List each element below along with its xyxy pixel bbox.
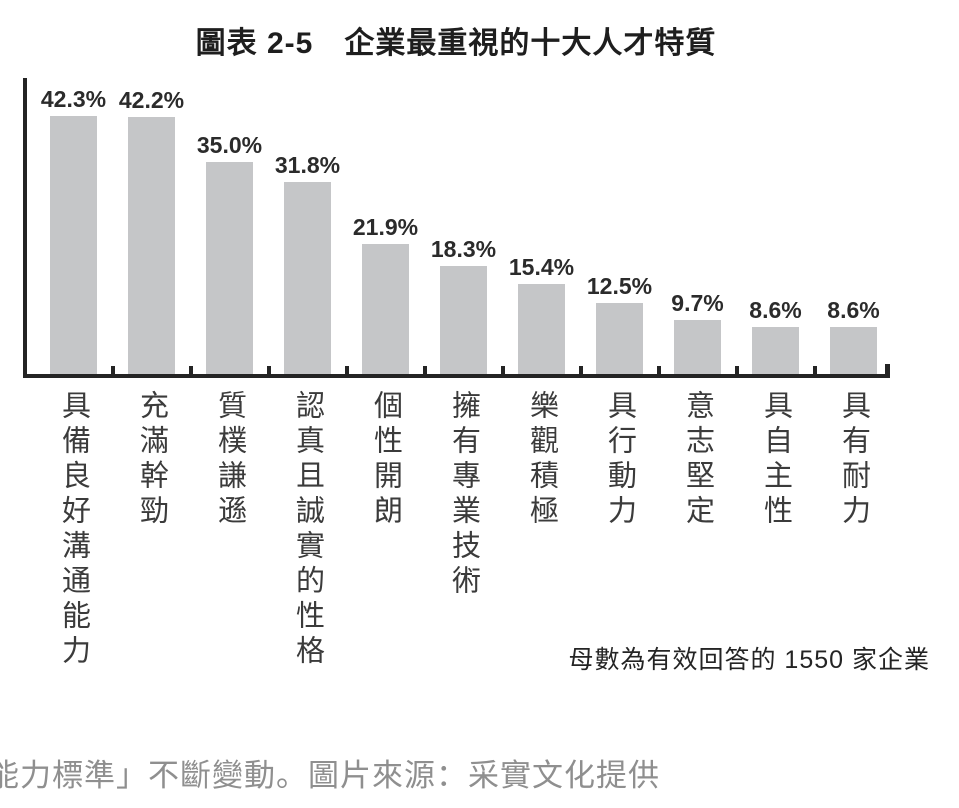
bar-category-label: 意志堅定 [681,390,714,530]
x-axis-tick [266,366,271,374]
bar-category-label: 個性開朗 [369,390,402,530]
bar [752,327,799,374]
bar-category-label: 具備良好溝通能力 [57,390,90,670]
bar-value-label: 18.3% [430,236,497,262]
chart-title: 圖表 2-5 企業最重視的十大人才特質 [195,27,717,60]
x-axis-tick [110,366,115,374]
y-axis-line [23,78,27,377]
bar-value-label: 42.2% [118,87,185,113]
x-axis-tick [500,366,505,374]
bar [518,284,565,374]
bar [674,320,721,374]
x-axis-tick [422,366,427,374]
bar [128,117,175,374]
bar [596,303,643,374]
x-axis-line [23,374,890,378]
bar-category-label: 充滿幹勁 [135,390,168,530]
x-axis-tick [812,366,817,374]
bar-category-label: 具自主性 [759,390,792,530]
bar [284,182,331,374]
bar-value-label: 21.9% [352,214,419,240]
bar-category-label: 擁有專業技術 [447,390,480,600]
bar-category-label: 質樸謙遜 [213,390,246,530]
sample-size-note: 母數為有效回答的 1550 家企業 [568,646,930,674]
x-axis-tick [188,366,193,374]
x-axis-tick [656,366,661,374]
bar-category-label: 認真且誠實的性格 [291,390,324,670]
bar [50,116,97,374]
bar-value-label: 8.6% [749,297,802,323]
bar-value-label: 35.0% [196,132,263,158]
bar-chart: 42.3% 42.2% 35.0% 31.8% 21.9% 18.3% 15.4% 12.5%… [23,78,930,674]
bar-value-label: 42.3% [40,86,107,112]
bar-value-label: 9.7% [671,290,724,316]
bar-category-label: 具行動力 [603,390,636,530]
x-axis-tick [344,366,349,374]
bar [830,327,877,374]
bar-value-label: 15.4% [508,254,575,280]
bar-value-label: 31.8% [274,152,341,178]
x-axis-tick [578,366,583,374]
x-axis-tick [734,366,739,374]
bar [362,244,409,374]
bar [440,266,487,374]
image-source-caption: 能力標準」不斷變動。圖片來源：采實文化提供 [0,758,660,793]
bar-category-label: 具有耐力 [837,390,870,530]
bar [206,162,253,374]
bar-category-label: 樂觀積極 [525,390,558,530]
x-axis-end-tick [885,364,890,377]
bar-value-label: 12.5% [586,273,653,299]
bar-value-label: 8.6% [827,297,880,323]
